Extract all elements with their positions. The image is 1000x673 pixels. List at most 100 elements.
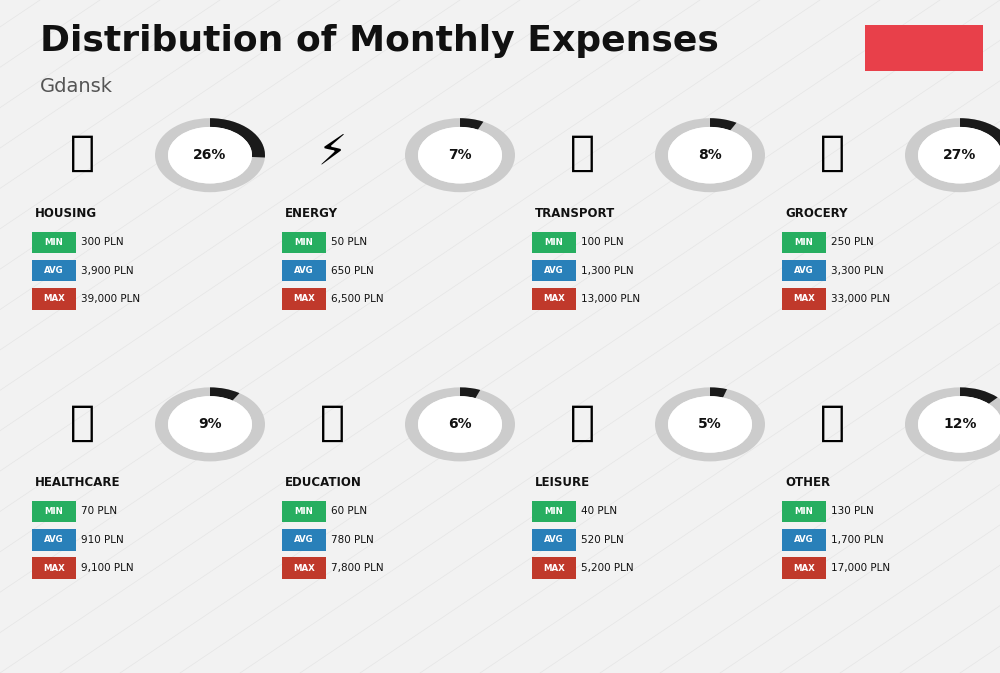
Text: 🎓: 🎓	[320, 402, 345, 444]
Text: 7,800 PLN: 7,800 PLN	[331, 563, 384, 573]
Wedge shape	[655, 388, 765, 462]
Text: AVG: AVG	[544, 535, 564, 544]
Text: 50 PLN: 50 PLN	[331, 238, 367, 247]
Text: ⚡️: ⚡️	[318, 133, 347, 174]
Wedge shape	[405, 388, 515, 462]
Text: Gdansk: Gdansk	[40, 77, 113, 96]
Text: MAX: MAX	[43, 563, 65, 573]
Text: MAX: MAX	[793, 294, 815, 304]
Text: MIN: MIN	[545, 507, 563, 516]
Wedge shape	[460, 388, 480, 398]
Text: 5%: 5%	[698, 417, 722, 431]
Wedge shape	[155, 388, 265, 462]
Wedge shape	[710, 388, 727, 398]
Text: 100 PLN: 100 PLN	[581, 238, 624, 247]
Text: 26%: 26%	[193, 148, 227, 162]
Text: 40 PLN: 40 PLN	[581, 507, 617, 516]
FancyBboxPatch shape	[282, 501, 326, 522]
Wedge shape	[405, 118, 515, 192]
Text: MIN: MIN	[295, 507, 313, 516]
Text: 1,700 PLN: 1,700 PLN	[831, 535, 884, 544]
Text: MIN: MIN	[795, 507, 813, 516]
Circle shape	[418, 396, 502, 453]
Text: 3,300 PLN: 3,300 PLN	[831, 266, 884, 275]
FancyBboxPatch shape	[532, 260, 576, 281]
Circle shape	[668, 127, 752, 184]
Text: AVG: AVG	[794, 535, 814, 544]
Text: 6%: 6%	[448, 417, 472, 431]
Text: 520 PLN: 520 PLN	[581, 535, 624, 544]
FancyBboxPatch shape	[532, 529, 576, 551]
FancyBboxPatch shape	[282, 557, 326, 579]
Text: 70 PLN: 70 PLN	[81, 507, 117, 516]
Text: Distribution of Monthly Expenses: Distribution of Monthly Expenses	[40, 24, 719, 58]
Text: 🏙: 🏙	[70, 133, 95, 174]
Text: AVG: AVG	[44, 266, 64, 275]
Wedge shape	[210, 388, 239, 400]
FancyBboxPatch shape	[532, 557, 576, 579]
Text: TRANSPORT: TRANSPORT	[535, 207, 615, 220]
Text: 39,000 PLN: 39,000 PLN	[81, 294, 140, 304]
Text: 780 PLN: 780 PLN	[331, 535, 374, 544]
FancyBboxPatch shape	[782, 260, 826, 281]
Text: MAX: MAX	[793, 563, 815, 573]
FancyBboxPatch shape	[32, 557, 76, 579]
Text: 300 PLN: 300 PLN	[81, 238, 124, 247]
FancyBboxPatch shape	[782, 557, 826, 579]
Text: MAX: MAX	[43, 294, 65, 304]
Text: 33,000 PLN: 33,000 PLN	[831, 294, 890, 304]
Text: MIN: MIN	[795, 238, 813, 247]
FancyBboxPatch shape	[532, 501, 576, 522]
Text: 🛍️: 🛍️	[570, 402, 595, 444]
Text: MIN: MIN	[545, 238, 563, 247]
Text: 27%: 27%	[943, 148, 977, 162]
Text: MIN: MIN	[295, 238, 313, 247]
Text: 🚌: 🚌	[570, 133, 595, 174]
Text: OTHER: OTHER	[785, 476, 830, 489]
FancyBboxPatch shape	[32, 260, 76, 281]
Text: 910 PLN: 910 PLN	[81, 535, 124, 544]
FancyBboxPatch shape	[32, 232, 76, 253]
FancyBboxPatch shape	[32, 501, 76, 522]
Text: MAX: MAX	[293, 294, 315, 304]
Wedge shape	[460, 118, 483, 130]
Text: 🩺: 🩺	[70, 402, 95, 444]
Text: 6,500 PLN: 6,500 PLN	[331, 294, 384, 304]
Circle shape	[668, 396, 752, 453]
Text: MAX: MAX	[543, 563, 565, 573]
Text: AVG: AVG	[794, 266, 814, 275]
Text: 5,200 PLN: 5,200 PLN	[581, 563, 634, 573]
Wedge shape	[710, 118, 736, 131]
Text: MAX: MAX	[293, 563, 315, 573]
FancyBboxPatch shape	[282, 529, 326, 551]
Text: 130 PLN: 130 PLN	[831, 507, 874, 516]
Text: AVG: AVG	[544, 266, 564, 275]
Text: 12%: 12%	[943, 417, 977, 431]
Wedge shape	[905, 388, 1000, 462]
FancyBboxPatch shape	[532, 288, 576, 310]
Circle shape	[918, 396, 1000, 453]
Text: AVG: AVG	[294, 266, 314, 275]
FancyBboxPatch shape	[32, 529, 76, 551]
Text: 👜: 👜	[820, 402, 845, 444]
FancyBboxPatch shape	[782, 288, 826, 310]
FancyBboxPatch shape	[782, 501, 826, 522]
Text: 17,000 PLN: 17,000 PLN	[831, 563, 890, 573]
Circle shape	[168, 127, 252, 184]
FancyBboxPatch shape	[782, 232, 826, 253]
FancyBboxPatch shape	[282, 232, 326, 253]
FancyBboxPatch shape	[282, 288, 326, 310]
Text: 650 PLN: 650 PLN	[331, 266, 374, 275]
FancyBboxPatch shape	[532, 232, 576, 253]
Circle shape	[168, 396, 252, 453]
Text: HEALTHCARE: HEALTHCARE	[35, 476, 120, 489]
Text: EDUCATION: EDUCATION	[285, 476, 362, 489]
Text: MIN: MIN	[45, 507, 63, 516]
Text: 250 PLN: 250 PLN	[831, 238, 874, 247]
Wedge shape	[960, 118, 1000, 160]
Wedge shape	[905, 118, 1000, 192]
Text: AVG: AVG	[44, 535, 64, 544]
Wedge shape	[210, 118, 265, 157]
Text: 1,300 PLN: 1,300 PLN	[581, 266, 634, 275]
Wedge shape	[155, 118, 265, 192]
